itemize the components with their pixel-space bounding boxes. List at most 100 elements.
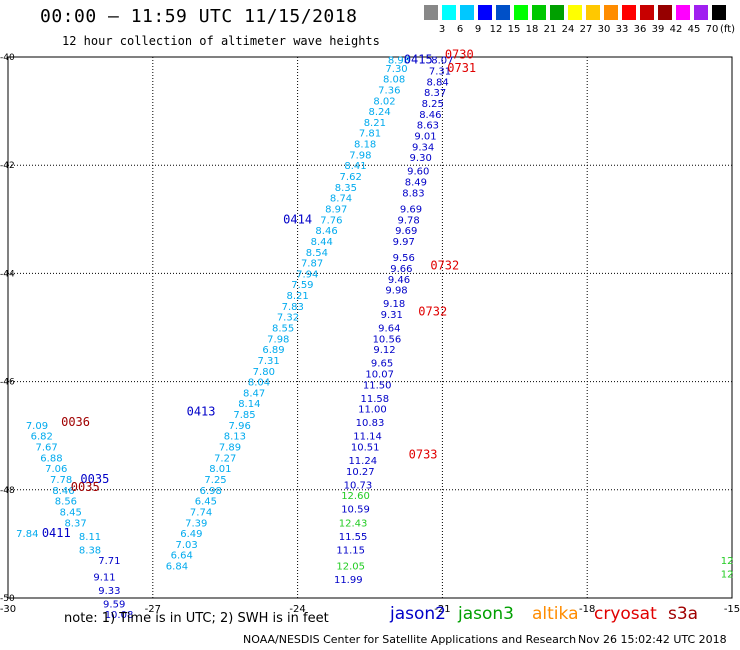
x-tick-label: -24 xyxy=(289,604,305,615)
pass-time-label: 0415 xyxy=(404,53,433,67)
satellite-label: s3a xyxy=(668,604,699,624)
legend-label: 70 xyxy=(705,24,719,35)
legend-swatch xyxy=(532,5,546,20)
pass-time-label: 0035 xyxy=(71,480,100,494)
wave-height-value: 8.83 xyxy=(402,188,424,199)
legend-swatch xyxy=(514,5,528,20)
wave-height-value: 7.89 xyxy=(219,443,241,454)
wave-height-value: 7.87 xyxy=(301,259,323,270)
wave-height-value: 11.55 xyxy=(339,532,368,543)
pass-time-label: 0730 xyxy=(445,47,474,61)
wave-height-value: 7.25 xyxy=(204,475,226,486)
wave-height-value: 7.27 xyxy=(214,453,236,464)
wave-height-value: 9.60 xyxy=(407,167,429,178)
wave-height-value: 7.06 xyxy=(45,464,67,475)
legend-label: 9 xyxy=(474,24,482,35)
wave-height-value: 9.46 xyxy=(388,275,410,286)
wave-height-value: 6.82 xyxy=(31,432,53,443)
wave-height-value: 8.25 xyxy=(422,99,444,110)
wave-height-value: 7.74 xyxy=(190,507,212,518)
legend-swatch xyxy=(568,5,582,20)
wave-height-value: 7.59 xyxy=(291,280,313,291)
wave-height-value: 11.00 xyxy=(358,405,387,416)
legend-swatch xyxy=(424,5,438,20)
wave-height-value: 7.67 xyxy=(35,443,57,454)
wave-height-value: 8.14 xyxy=(238,399,260,410)
wave-height-value: 8.35 xyxy=(335,183,357,194)
legend-label: 15 xyxy=(507,24,521,35)
x-tick-label: -15 xyxy=(724,604,740,615)
wave-height-value: 7.81 xyxy=(359,129,381,140)
x-tick-label: -21 xyxy=(434,604,450,615)
legend-label: 30 xyxy=(597,24,611,35)
wave-height-value: 8.18 xyxy=(354,140,376,151)
wave-height-value: 8.46 xyxy=(315,226,337,237)
y-tick-label: -46 xyxy=(0,378,15,388)
wave-height-value: 8.46 xyxy=(52,486,74,497)
wave-height-value: 6.49 xyxy=(180,529,202,540)
legend-swatch xyxy=(658,5,672,20)
wave-height-value: 10.51 xyxy=(351,443,380,454)
wave-height-value: 7.39 xyxy=(185,518,207,529)
legend-label: 21 xyxy=(543,24,557,35)
wave-height-value: 10.83 xyxy=(356,418,385,429)
footer-note: note: 1) Time is in UTC; 2) SWH is in fe… xyxy=(64,611,329,626)
legend-swatch xyxy=(604,5,618,20)
wave-height-value: 7.71 xyxy=(98,556,120,567)
credit-text: NOAA/NESDIS Center for Satellite Applica… xyxy=(243,633,577,646)
wave-height-value: 8.07 xyxy=(431,56,453,67)
wave-height-value: 11.15 xyxy=(336,545,365,556)
wave-height-value: 8.84 xyxy=(426,77,448,88)
wave-height-value: 8.74 xyxy=(330,194,352,205)
wave-height-value: 11.50 xyxy=(363,380,392,391)
wave-height-value: 10.73 xyxy=(344,480,373,491)
wave-height-value: 8.38 xyxy=(79,545,101,556)
pass-time-label: 0035 xyxy=(80,472,109,486)
wave-height-value: 8.13 xyxy=(224,432,246,443)
wave-height-value: 10.59 xyxy=(341,505,370,516)
wave-height-value: 8.49 xyxy=(405,177,427,188)
wave-height-value: 7.78 xyxy=(50,475,72,486)
wave-height-value: 8.47 xyxy=(243,388,265,399)
wave-height-value: 9.69 xyxy=(395,226,417,237)
wave-height-value: 7.85 xyxy=(233,410,255,421)
wave-height-value: 8.02 xyxy=(373,96,395,107)
wave-height-value: 8.04 xyxy=(248,378,270,389)
y-tick-label: -40 xyxy=(0,53,15,63)
legend-swatch xyxy=(442,5,456,20)
wave-height-value: 8.63 xyxy=(417,121,439,132)
wave-height-value: 8.01 xyxy=(209,464,231,475)
wave-height-value: 9.30 xyxy=(410,153,432,164)
page-title: 00:00 – 11:59 UTC 11/15/2018 xyxy=(40,6,358,27)
legend-label: 6 xyxy=(456,24,464,35)
wave-height-value: 8.37 xyxy=(424,88,446,99)
wave-height-value: 6.64 xyxy=(171,551,193,562)
legend-label: 39 xyxy=(651,24,665,35)
wave-height-value: 12.60 xyxy=(341,491,370,502)
wave-height-value: 7.32 xyxy=(277,313,299,324)
wave-height-value: 10.08 xyxy=(105,610,134,621)
legend-swatch xyxy=(640,5,654,20)
wave-height-value: 11.58 xyxy=(361,394,390,405)
wave-height-value: 8.98 xyxy=(388,56,410,67)
wave-height-value: 8.08 xyxy=(383,75,405,86)
legend-swatch xyxy=(694,5,708,20)
legend-label: 36 xyxy=(633,24,647,35)
wave-height-value: 7.84 xyxy=(16,529,38,540)
legend-swatch xyxy=(712,5,726,20)
legend-swatch xyxy=(478,5,492,20)
wave-height-value: 7.83 xyxy=(282,302,304,313)
wave-height-value: 7.98 xyxy=(349,150,371,161)
wave-height-value: 7.09 xyxy=(26,421,48,432)
wave-height-value: 12 xyxy=(721,570,734,581)
y-tick-label: -50 xyxy=(0,594,15,604)
generated-timestamp: Nov 26 15:02:42 UTC 2018 xyxy=(578,633,727,646)
wave-height-value: 7.98 xyxy=(267,334,289,345)
legend-label: 3 xyxy=(438,24,446,35)
legend-swatch xyxy=(460,5,474,20)
wave-height-value: 7.62 xyxy=(340,172,362,183)
satellite-label: jason2 xyxy=(390,604,446,624)
wave-height-value: 11.24 xyxy=(348,456,377,467)
